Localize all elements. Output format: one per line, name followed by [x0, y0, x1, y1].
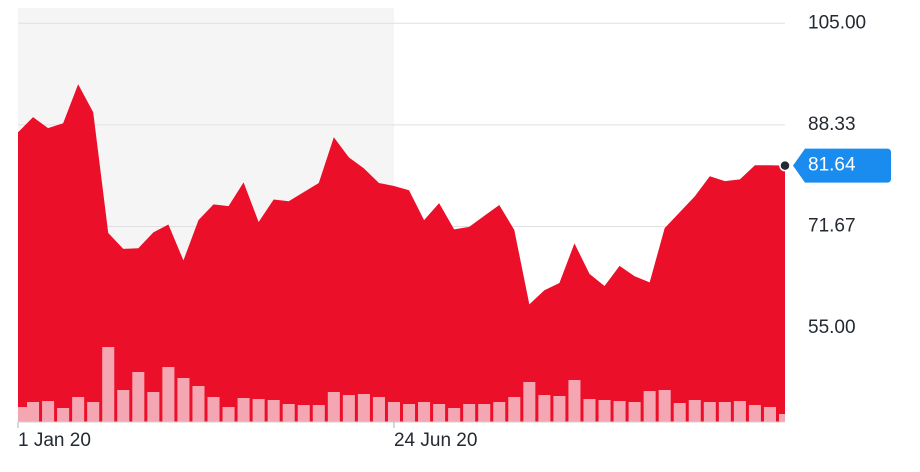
volume-bar [748, 405, 761, 422]
volume-bar [57, 408, 70, 422]
volume-bar [778, 414, 785, 422]
volume-bar [267, 400, 280, 422]
volume-bar [282, 404, 295, 422]
y-tick-label: 88.33 [808, 114, 856, 135]
volume-bar [418, 402, 431, 422]
volume-bar [237, 398, 250, 422]
volume-bar [433, 404, 446, 422]
volume-bar [508, 397, 521, 422]
price-tag [793, 148, 891, 183]
volume-bar [207, 397, 220, 422]
volume-bar [403, 404, 416, 422]
volume-bar [117, 390, 130, 422]
volume-bar [297, 405, 310, 422]
volume-bar [553, 396, 566, 422]
volume-bar [252, 399, 265, 422]
volume-bar [703, 402, 716, 422]
x-tick-label: 24 Jun 20 [394, 430, 477, 451]
volume-bar [718, 402, 731, 422]
volume-bar [132, 372, 145, 422]
volume-bar [87, 402, 100, 422]
volume-bar [673, 403, 686, 422]
volume-bar [342, 395, 355, 422]
volume-bar [763, 407, 776, 422]
volume-bar [598, 400, 611, 422]
volume-bar [493, 402, 506, 422]
volume-bar [658, 390, 671, 422]
y-tick-label: 105.00 [808, 12, 866, 33]
volume-bar [312, 405, 325, 422]
price-area [18, 84, 785, 422]
last-price-label: 81.64 [808, 155, 856, 176]
x-tick-label: 1 Jan 20 [18, 430, 91, 451]
volume-bar [463, 404, 476, 422]
volume-bar [643, 391, 656, 422]
volume-bar [568, 380, 581, 422]
volume-bar [27, 402, 40, 422]
volume-bar [628, 402, 641, 422]
volume-bar [372, 397, 385, 422]
volume-bar [538, 395, 551, 422]
volume-bar [387, 402, 400, 422]
volume-bar [478, 404, 491, 422]
volume-bar [42, 401, 55, 422]
volume-bar [162, 367, 175, 422]
volume-bar [583, 399, 596, 422]
volume-bar [222, 407, 235, 422]
volume-bar [357, 394, 370, 422]
volume-bar [192, 386, 205, 422]
volume-bar [327, 392, 340, 422]
volume-bar [147, 392, 160, 422]
volume-bar [72, 397, 85, 422]
volume-bar [523, 382, 536, 422]
y-tick-label: 55.00 [808, 317, 856, 338]
volume-bar [688, 400, 701, 422]
last-point [779, 159, 791, 172]
volume-bar [448, 408, 461, 422]
volume-bar [613, 401, 626, 422]
y-tick-label: 71.67 [808, 215, 856, 236]
volume-bar [177, 378, 190, 422]
volume-bar [102, 347, 115, 422]
volume-bar [733, 401, 746, 422]
